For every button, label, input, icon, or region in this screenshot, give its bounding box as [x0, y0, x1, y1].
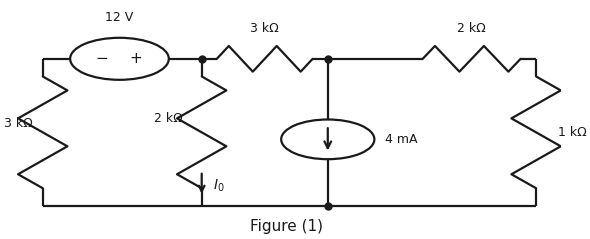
Text: 1 kΩ: 1 kΩ	[558, 126, 587, 139]
Text: 4 mA: 4 mA	[385, 133, 418, 146]
Text: 3 kΩ: 3 kΩ	[4, 116, 32, 130]
Text: 12 V: 12 V	[106, 11, 133, 24]
Text: 2 kΩ: 2 kΩ	[155, 112, 183, 125]
Text: +: +	[130, 51, 142, 66]
Text: −: −	[96, 51, 109, 66]
Text: 3 kΩ: 3 kΩ	[250, 22, 279, 35]
Text: $I_0$: $I_0$	[212, 178, 224, 194]
Text: 2 kΩ: 2 kΩ	[457, 22, 486, 35]
Text: Figure (1): Figure (1)	[250, 219, 323, 234]
